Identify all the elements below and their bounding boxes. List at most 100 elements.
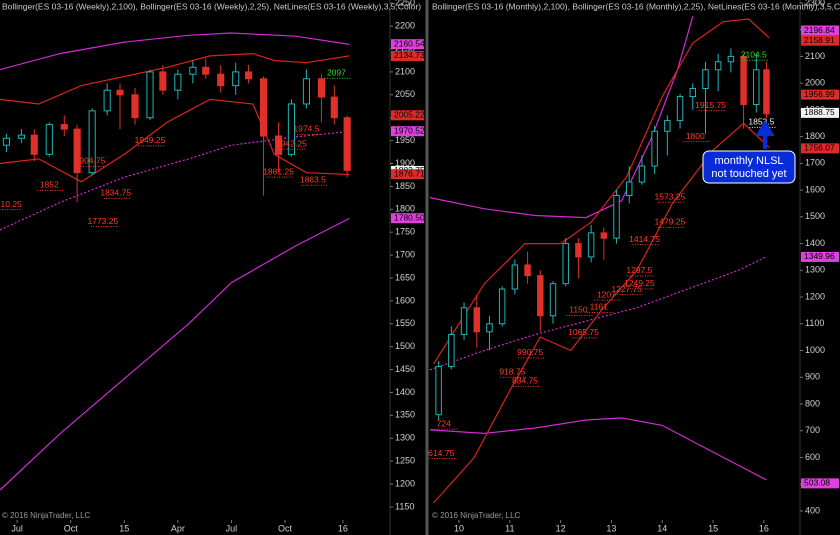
candle-body — [116, 89, 124, 96]
price-tag-label: 1756.07 — [804, 143, 835, 153]
band-line — [433, 122, 770, 504]
net-label: 1852 — [40, 180, 59, 190]
candle-body — [146, 71, 154, 119]
net-label: 1479.25 — [655, 217, 686, 227]
price-tag — [391, 126, 424, 137]
x-tick-label: Apr — [171, 523, 185, 533]
price-tag-label: 2134.73 — [394, 50, 425, 60]
price-tag-label: 1876.71 — [394, 168, 425, 178]
candle-body — [217, 73, 225, 87]
y-tick-label: 1600 — [395, 295, 415, 305]
candle-body — [30, 134, 38, 155]
net-label: 884.75 — [512, 376, 538, 386]
candle-body — [245, 71, 253, 80]
band-line — [433, 18, 770, 365]
net-label: 990.75 — [517, 347, 543, 357]
candle-body — [448, 333, 455, 368]
y-tick-label: 1650 — [395, 272, 415, 282]
y-tick-label: 1850 — [395, 181, 415, 191]
price-tag — [801, 107, 839, 118]
x-tick-label: 12 — [556, 523, 566, 533]
price-tag-label: 503.08 — [804, 478, 830, 488]
candle-body — [45, 124, 53, 155]
price-tag — [391, 39, 424, 50]
price-tag — [801, 478, 839, 489]
price-tag — [391, 50, 424, 61]
candle-body — [537, 275, 544, 317]
price-tag-label: 2196.84 — [804, 25, 835, 35]
x-tick-label: Jul — [11, 523, 23, 533]
x-tick-label: 16 — [759, 523, 769, 533]
candle-body — [638, 165, 646, 183]
x-tick-label: Oct — [64, 523, 79, 533]
net-label: 1834.75 — [100, 188, 131, 198]
price-tag — [391, 213, 424, 224]
candle-body — [189, 66, 197, 75]
candle-body — [275, 135, 283, 155]
y-tick-label: 600 — [805, 452, 820, 462]
footer: © 2016 NinjaTrader, LLC — [2, 511, 91, 520]
y-tick-label: 1500 — [805, 211, 825, 221]
y-tick-label: 400 — [805, 505, 820, 515]
candle-body — [575, 243, 582, 258]
y-tick-label: 1300 — [805, 265, 825, 275]
candle-body — [317, 78, 325, 98]
x-tick-label: Oct — [278, 523, 293, 533]
net-label: 1904.75 — [75, 156, 106, 166]
y-tick-label: 1500 — [395, 341, 415, 351]
net-label: 1207 — [597, 289, 616, 299]
annotation-arrow — [755, 120, 775, 149]
candle-body — [260, 78, 268, 137]
band-line — [0, 217, 350, 491]
candle-body — [651, 130, 658, 167]
net-label: 1773.25 — [87, 216, 118, 226]
net-label: 1974.5 — [293, 124, 319, 134]
candle-body — [625, 181, 633, 196]
net-label: 1297.5 — [626, 265, 652, 275]
candle-body — [498, 288, 506, 325]
y-tick-label: 1000 — [805, 345, 825, 355]
candle-body — [714, 61, 722, 71]
annotation-box — [702, 150, 796, 184]
price-tag-label: 1956.99 — [804, 89, 835, 99]
y-tick-label: 2300 — [805, 0, 825, 7]
price-tag-label: 1349.96 — [804, 251, 835, 261]
candle-body — [460, 307, 468, 335]
y-tick-label: 2100 — [805, 51, 825, 61]
price-tag-label: 2160.54 — [394, 38, 425, 48]
net-label: 1863.5 — [300, 174, 326, 184]
net-label: 1161 — [590, 302, 609, 312]
header: Bollinger(ES 03-16 (Weekly),2,100), Boll… — [2, 1, 421, 11]
y-tick-label: 1150 — [395, 501, 414, 511]
candle-body — [600, 232, 608, 239]
net-label: 1949.25 — [135, 135, 166, 145]
net-label: 1881.25 — [263, 166, 294, 176]
header: Bollinger(ES 03-16 (Monthly),2,100), Bol… — [432, 1, 840, 11]
y-tick-label: 1200 — [395, 478, 415, 488]
net-label: 1249.25 — [624, 278, 655, 288]
candle-body — [159, 71, 167, 91]
candle-body — [343, 117, 351, 171]
band-line — [429, 256, 767, 371]
price-tag-label: 1780.50 — [394, 212, 425, 222]
footer: © 2016 NinjaTrader, LLC — [432, 511, 521, 520]
y-tick-label: 1700 — [395, 249, 415, 259]
candle-body — [232, 71, 240, 87]
y-tick-label: 700 — [805, 425, 820, 435]
candle-body — [727, 55, 735, 63]
net-label: 1414.75 — [629, 234, 660, 244]
price-tag — [801, 143, 839, 154]
x-tick-label: Jul — [226, 523, 238, 533]
net-label: 2097 — [327, 68, 346, 78]
price-tag — [801, 35, 839, 46]
candle-body — [613, 194, 620, 239]
candle-body — [473, 307, 480, 333]
candle-body — [435, 366, 442, 416]
y-tick-label: 2000 — [805, 78, 825, 88]
y-tick-label: 800 — [805, 398, 820, 408]
y-tick-label: 1100 — [805, 318, 824, 328]
y-tick-label: 1800 — [805, 131, 825, 141]
candle-body — [486, 323, 493, 333]
net-label: 1573.25 — [655, 191, 686, 201]
